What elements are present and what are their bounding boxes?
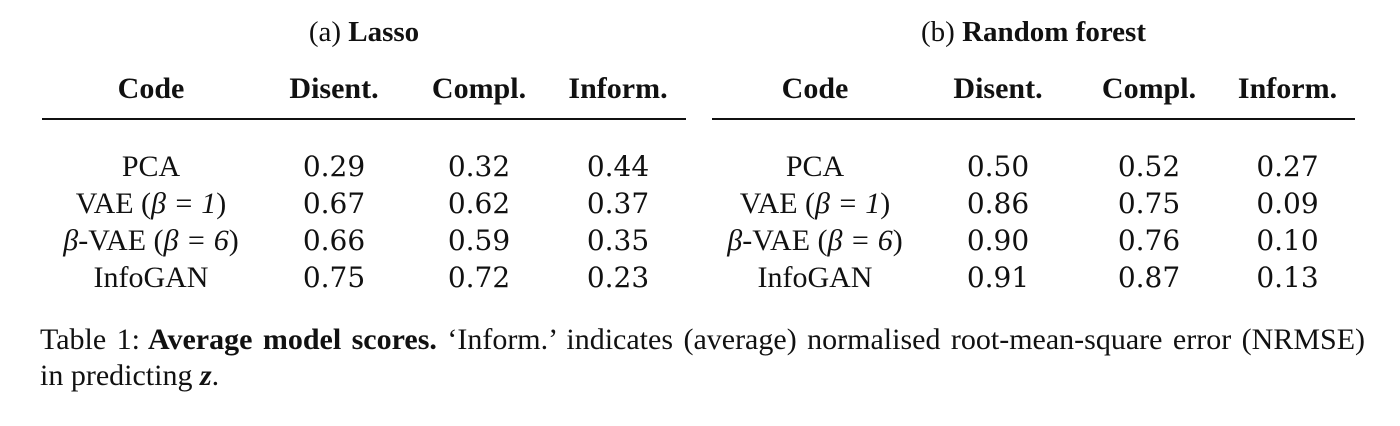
table-caption: Table 1: Average model scores. ‘Inform.’ …	[40, 322, 1365, 394]
subtable-caption: (b) Random forest	[712, 14, 1355, 50]
code-cell: PCA	[121, 150, 181, 183]
subtable-label: (b)	[920, 16, 955, 48]
table-body: PCA 0.29 0.32 0.44 VAE (β = 1) 0.67 0.62…	[42, 148, 686, 318]
subtable-title: Lasso	[348, 16, 420, 48]
value-cell: 0.72	[447, 261, 511, 294]
value-cell: 0.29	[302, 150, 366, 183]
code-cell: InfoGAN	[757, 261, 873, 294]
subtable-lasso: (a) Lasso Code Disent. Compl. Inform. PC…	[42, 14, 686, 318]
value-cell: 0.32	[447, 150, 511, 183]
subtable-label: (a)	[308, 16, 341, 48]
caption-symbol: z	[199, 359, 212, 392]
table-row: β-VAE (β = 6) 0.66 0.59 0.35	[42, 222, 686, 259]
value-cell: 0.52	[1117, 150, 1181, 183]
subtable-caption: (a) Lasso	[42, 14, 686, 50]
table-row: VAE (β = 1) 0.67 0.62 0.37	[42, 185, 686, 222]
code-cell: β-VAE (β = 6)	[63, 224, 239, 257]
table-row: PCA 0.29 0.32 0.44	[42, 148, 686, 185]
value-cell: 0.75	[1117, 187, 1181, 220]
caption-label: Table 1:	[40, 323, 140, 356]
value-cell: 0.13	[1256, 261, 1319, 294]
subtable-random-forest: (b) Random forest Code Disent. Compl. In…	[712, 14, 1355, 318]
header-row: Code Disent. Compl. Inform.	[42, 66, 686, 120]
value-cell: 0.10	[1256, 224, 1319, 257]
table-row: InfoGAN 0.75 0.72 0.23	[42, 259, 686, 296]
value-cell: 0.87	[1117, 261, 1181, 294]
caption-end: .	[211, 359, 220, 392]
value-cell: 0.09	[1256, 187, 1319, 220]
value-cell: 0.44	[586, 150, 650, 183]
column-header-disent: Disent.	[953, 72, 1043, 105]
value-cell: 0.90	[966, 224, 1030, 257]
value-cell: 0.50	[966, 150, 1030, 183]
column-header-disent: Disent.	[289, 72, 379, 105]
column-header-compl: Compl.	[431, 72, 527, 105]
value-cell: 0.91	[966, 261, 1030, 294]
code-cell: PCA	[785, 150, 845, 183]
table-row: InfoGAN 0.91 0.87 0.13	[712, 259, 1355, 296]
table-row: VAE (β = 1) 0.86 0.75 0.09	[712, 185, 1355, 222]
table-body: PCA 0.50 0.52 0.27 VAE (β = 1) 0.86 0.75…	[712, 148, 1355, 318]
value-cell: 0.27	[1256, 150, 1319, 183]
subtable-title: Random forest	[962, 16, 1146, 48]
value-cell: 0.67	[302, 187, 366, 220]
code-cell: VAE (β = 1)	[75, 187, 227, 220]
value-cell: 0.23	[586, 261, 650, 294]
column-header-inform: Inform.	[1237, 72, 1338, 105]
code-cell: VAE (β = 1)	[739, 187, 891, 220]
column-header-code: Code	[781, 72, 849, 105]
caption-bold: Average model scores.	[148, 323, 437, 356]
header-row: Code Disent. Compl. Inform.	[712, 66, 1355, 120]
column-header-inform: Inform.	[568, 72, 668, 105]
value-cell: 0.86	[966, 187, 1030, 220]
code-cell: InfoGAN	[93, 261, 209, 294]
value-cell: 0.75	[302, 261, 366, 294]
value-cell: 0.66	[302, 224, 366, 257]
caption-text: ‘Inform.’ indicates (average) normalised…	[40, 323, 1366, 392]
table-row: PCA 0.50 0.52 0.27	[712, 148, 1355, 185]
code-cell: β-VAE (β = 6)	[727, 224, 903, 257]
column-header-compl: Compl.	[1101, 72, 1197, 105]
value-cell: 0.35	[586, 224, 650, 257]
value-cell: 0.37	[586, 187, 650, 220]
value-cell: 0.62	[447, 187, 511, 220]
value-cell: 0.76	[1117, 224, 1181, 257]
table-row: β-VAE (β = 6) 0.90 0.76 0.10	[712, 222, 1355, 259]
value-cell: 0.59	[447, 224, 511, 257]
column-header-code: Code	[117, 72, 185, 105]
